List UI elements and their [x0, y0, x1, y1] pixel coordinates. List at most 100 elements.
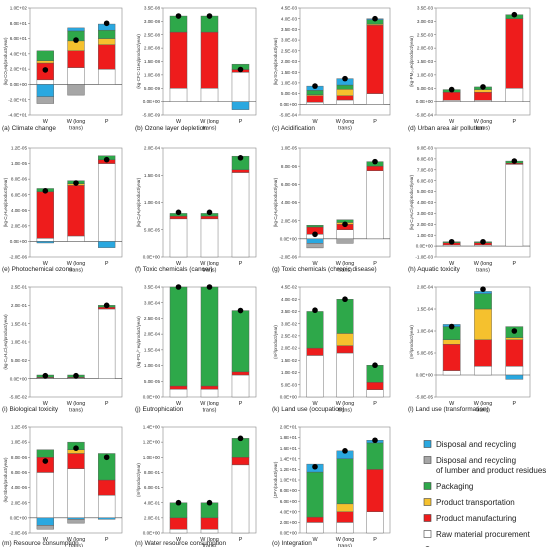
panel-title: (g) Toxic chemicals (chronic disease) [272, 266, 377, 273]
y-tick-label: 2.0E-01 [11, 303, 28, 308]
legend-label-packaging: Packaging [436, 482, 473, 491]
x-category-label: W [43, 119, 49, 125]
y-tick-label: 1.0E-03 [417, 72, 434, 77]
y-tick-label: 4.0E-03 [281, 16, 298, 21]
bar-segment-packaging [231, 310, 250, 373]
bar-segment-raw [336, 99, 354, 105]
bar-segment-raw [231, 374, 250, 398]
y-tick-label: 6.0E-01 [144, 485, 161, 490]
y-tick-label: 1.0E-03 [417, 233, 434, 238]
y-tick-label: 1.0E-03 [281, 81, 298, 86]
x-category-label: P [239, 119, 243, 125]
y-axis-label: (kg-PM₂.₅eq/product/year) [409, 36, 414, 87]
bar-segment-raw [36, 238, 54, 242]
y-axis-label: (kg-CFC-11eq/product/year) [136, 34, 141, 89]
chart-panel: -5.0E-02 0.0E+00 5.0E-02 1.0E-01 1.5E-01 2.0E… [2, 285, 123, 414]
bar-segment-raw [231, 464, 250, 534]
bar-segment-manufacturing [336, 511, 354, 523]
net-impact-point [42, 458, 49, 464]
x-category-label: W [176, 119, 182, 125]
bar-segment-manufacturing [169, 215, 188, 220]
y-tick-label: 0.0E+00 [416, 99, 434, 104]
bar-segment-raw [36, 472, 54, 519]
bar-segment-raw [336, 352, 354, 398]
y-tick-label: 8.0E-06 [281, 164, 298, 169]
net-impact-point [342, 448, 348, 454]
y-tick-label: -5.0E-05 [415, 395, 433, 400]
y-tick-label: 5.0E-04 [417, 86, 434, 91]
x-category-label: W [312, 537, 318, 543]
net-impact-point [448, 323, 455, 330]
x-category-label: W [312, 401, 318, 407]
legend-label-manufacturing: Product manufacturing [436, 514, 517, 523]
bar-segment-disposal [36, 84, 54, 97]
net-impact-point [312, 463, 318, 470]
net-impact-point [206, 13, 213, 19]
x-category-label: W [176, 401, 182, 407]
net-impact-point [103, 20, 110, 27]
y-tick-label: 1.0E-01 [11, 340, 28, 345]
plot-frame [29, 147, 123, 258]
x-category-label: W (long trans) [67, 401, 86, 414]
bar-segment-raw [336, 522, 354, 534]
y-tick-label: 1.0E+01 [280, 478, 298, 483]
net-impact-point [480, 238, 486, 245]
y-tick-label: -5.0E-04 [415, 113, 433, 118]
chart-panel: -5.0E-05 0.0E+00 5.0E-05 1.0E-04 1.5E-04 2.0E… [408, 285, 531, 414]
x-category-label: W (long trans) [67, 119, 86, 132]
bar-segment-disposal [67, 517, 85, 520]
bar-segment-transport [336, 89, 354, 96]
y-tick-label: 0.0E+00 [416, 244, 434, 249]
bar-segment-packaging [474, 293, 492, 310]
y-tick-label: 0.0E+00 [10, 376, 28, 381]
bar-segment-raw [200, 388, 219, 398]
y-tick-label: 1.0E+00 [143, 455, 161, 460]
net-impact-point [42, 372, 49, 379]
bar-segment-manufacturing [366, 165, 384, 171]
y-tick-label: -4.0E+01 [8, 113, 27, 118]
y-tick-label: 1.5E-04 [144, 173, 161, 178]
y-tick-label: 5.0E-05 [144, 227, 161, 232]
net-impact-point [480, 286, 486, 293]
y-tick-label: 2.0E-04 [144, 332, 161, 337]
x-category-label: W [449, 119, 455, 125]
bar-segment-manufacturing [474, 92, 492, 101]
bar-segment-disposal [306, 238, 324, 244]
y-tick-label: 6.0E+01 [10, 36, 28, 41]
y-tick-label: 0.0E+00 [10, 239, 28, 244]
y-tick-label: 6.0E-03 [417, 178, 434, 183]
bar-segment-raw [474, 366, 492, 376]
y-tick-label: 1.0E-05 [11, 440, 28, 445]
x-category-label: W (long trans) [67, 537, 86, 547]
y-axis-label: (kg-SO₂eq/product/year) [273, 37, 278, 85]
y-tick-label: 1.5E-03 [417, 59, 434, 64]
y-tick-label: 5.0E-04 [281, 91, 298, 96]
y-tick-label: 0.0E+00 [143, 99, 161, 104]
y-tick-label: 1.2E-05 [11, 146, 28, 151]
bar-segment-disposal [36, 241, 54, 244]
bar-segment-lumber [67, 519, 85, 524]
y-axis-label: (kg-C₂H₄eq/product/year) [3, 177, 8, 227]
y-axis-label: (m²/product/year) [409, 325, 414, 359]
y-tick-label: 5.0E-05 [144, 379, 161, 384]
bar-segment-disposal [231, 101, 250, 110]
y-tick-label: 2.0E-06 [11, 500, 28, 505]
y-tick-label: 5.0E-02 [11, 358, 28, 363]
y-tick-label: -2.0E-06 [9, 255, 27, 260]
panel-title: (m) Resource consumption [2, 540, 79, 547]
y-tick-label: 4.5E-03 [281, 6, 298, 11]
legend-swatch-disposal [423, 440, 432, 448]
y-tick-label: 7.0E-03 [417, 167, 434, 172]
y-tick-label: 4.0E+01 [10, 51, 28, 56]
panel-title: (i) Biological toxicity [2, 406, 59, 413]
x-category-label: P [373, 261, 377, 267]
bar-segment-raw [505, 164, 524, 247]
x-category-label: P [513, 261, 517, 267]
net-impact-point [73, 445, 79, 452]
y-tick-label: 1.2E+00 [143, 440, 161, 445]
bar-segment-packaging [306, 311, 324, 349]
legend-label-disposal: Disposal and recycling [436, 440, 516, 449]
net-impact-point [342, 221, 348, 228]
bar-segment-raw [98, 163, 116, 242]
bar-segment-transport [336, 503, 354, 513]
